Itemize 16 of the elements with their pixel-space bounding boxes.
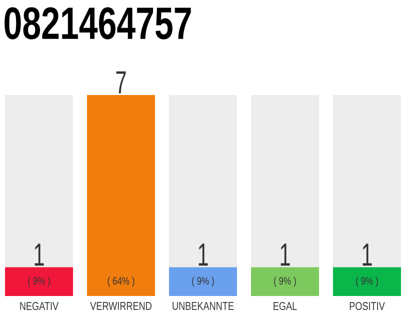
annotation: ( 9% )	[192, 276, 214, 287]
data-label: 1	[34, 244, 44, 266]
data-label: 1	[198, 244, 208, 266]
annotation: ( 64% )	[108, 276, 134, 287]
data-label: 1	[280, 244, 290, 266]
data-label: 1	[362, 244, 372, 266]
x-tick-label: UNBEKANNTE	[172, 302, 234, 310]
chart-title: 0821464757	[4, 7, 191, 40]
x-tick-label: NEGATIV	[20, 302, 59, 310]
x-tick-label: POSITIV	[350, 302, 385, 310]
x-tick-label: VERWIRREND	[90, 302, 152, 310]
x-tick-label: EGAL	[274, 302, 297, 310]
annotation: ( 9% )	[28, 276, 50, 287]
annotation: ( 9% )	[274, 276, 296, 287]
annotation: ( 9% )	[356, 276, 378, 287]
data-label: 7	[116, 71, 126, 94]
